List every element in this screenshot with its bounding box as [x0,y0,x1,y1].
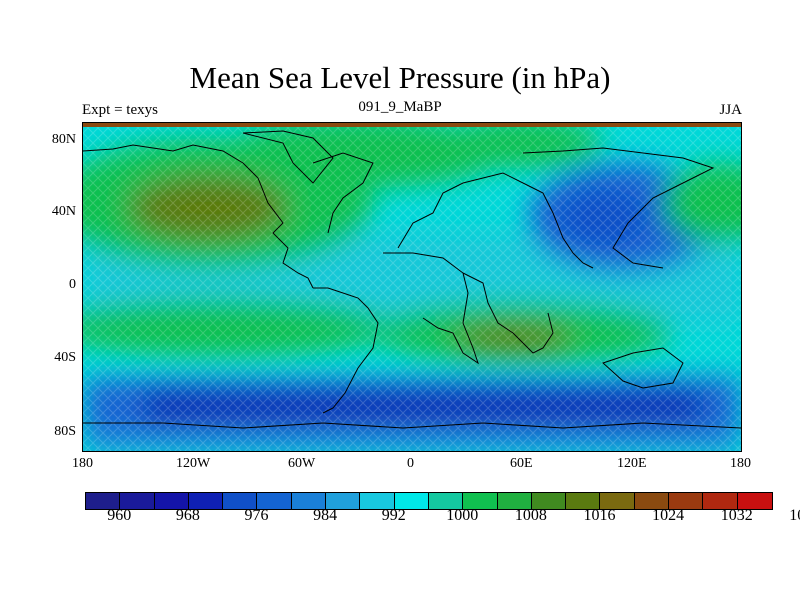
colorbar-box [600,493,635,509]
x-tick-60e: 60E [510,456,533,471]
coastlines [83,130,741,429]
colorbar-label: 984 [313,507,338,524]
colorbar-box [703,493,738,509]
colorbar-label: 1032 [720,507,753,524]
experiment-label: Expt = texys [82,102,158,118]
colorbar-box [188,493,224,509]
colorbar-box [428,493,464,509]
x-tick-60w: 60W [288,456,316,471]
subtitle-label: 091_9_MaBP [358,99,442,115]
colorbar-label: 960 [107,507,132,524]
colorbar-box [120,493,155,509]
x-tick-180w: 180 [72,456,93,471]
x-tick-0: 0 [407,456,414,471]
colorbar-box [737,493,772,509]
y-tick-40n: 40N [51,204,76,219]
colorbar-box [154,493,189,509]
colorbar-box [463,493,498,509]
colorbar [85,492,773,510]
colorbar-label: 976 [244,507,269,524]
colorbar-label: 992 [381,507,406,524]
x-tick-120w: 120W [176,456,211,471]
pressure-map [83,123,741,451]
colorbar-box [566,493,601,509]
top-edge-band [83,123,741,127]
y-tick-80s: 80S [54,424,76,439]
colorbar-label: 1000 [446,507,479,524]
colorbar-box [360,493,395,509]
colorbar-label: 1008 [514,507,547,524]
colorbar-label: 1040 [789,507,800,524]
x-tick-180e: 180 [730,456,751,471]
page-title: Mean Sea Level Pressure (in hPa) [189,60,611,95]
y-tick-80n: 80N [51,132,76,147]
colorbar-box [257,493,292,509]
x-tick-120e: 120E [617,456,647,471]
colorbar-box [223,493,258,509]
colorbar-box [326,493,361,509]
colorbar-box [531,493,567,509]
colorbar-label: 968 [175,507,200,524]
colorbar-label: 1016 [583,507,616,524]
y-tick-0: 0 [69,277,76,292]
colorbar-box [291,493,327,509]
colorbar-box [634,493,670,509]
map-plot-area [82,122,742,452]
colorbar-box [497,493,532,509]
colorbar-label: 1024 [652,507,685,524]
colorbar-box [86,493,121,509]
y-tick-40s: 40S [54,350,76,365]
colorbar-box [394,493,429,509]
season-label: JJA [719,102,742,118]
colorbar-box [669,493,704,509]
